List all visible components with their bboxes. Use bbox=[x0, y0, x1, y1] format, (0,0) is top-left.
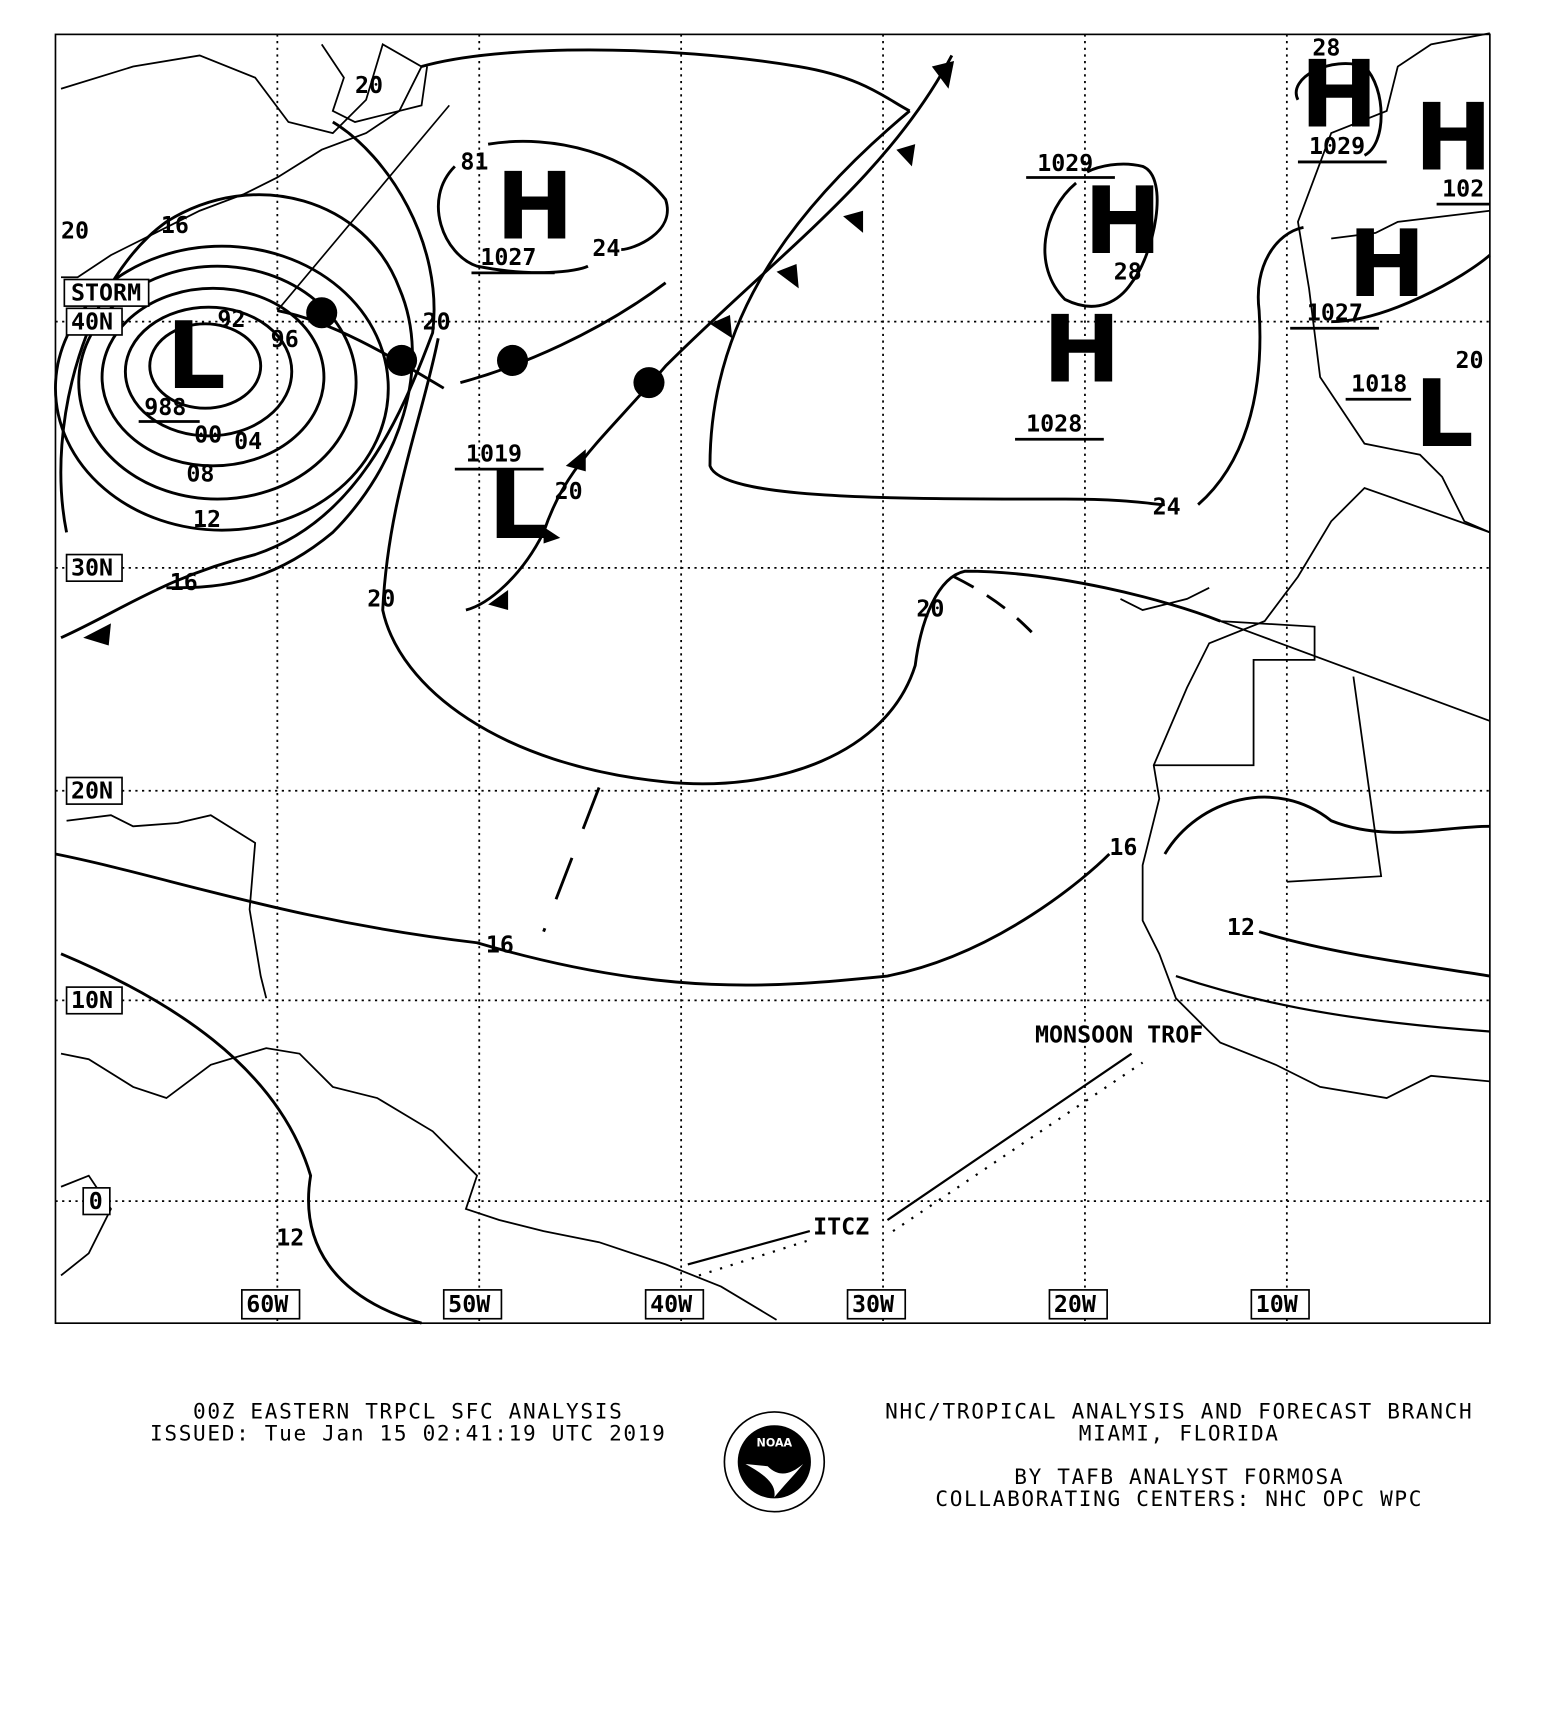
isobar-label: 20 bbox=[355, 72, 383, 99]
cold-front-triangle bbox=[709, 314, 733, 339]
warm-front-semicircle bbox=[633, 367, 665, 399]
cold-front-triangle bbox=[931, 61, 955, 89]
collaborating-centers: COLLABORATING CENTERS: NHC OPC WPC bbox=[935, 1486, 1423, 1511]
high-center: H bbox=[1414, 84, 1492, 192]
isobar-label: 20 bbox=[1455, 347, 1483, 374]
lat-labels: 40N 30N 20N 10N 0 bbox=[65, 307, 123, 1216]
lon-label-60w: 60W bbox=[246, 1291, 289, 1318]
fronts bbox=[83, 54, 1490, 1277]
itcz-label: ITCZ bbox=[813, 1213, 869, 1240]
pressure-centers: L 988 STORM H 1027 L 1019 H 1029 H 1028 … bbox=[63, 40, 1492, 560]
pressure-value: 1027 bbox=[1307, 300, 1363, 327]
pressure-value: 1029 bbox=[1309, 133, 1365, 160]
high-center: H bbox=[1348, 210, 1426, 318]
cold-front-triangle bbox=[543, 526, 561, 544]
lon-label-40w: 40W bbox=[650, 1291, 693, 1318]
lon-label-10w: 10W bbox=[1256, 1291, 1299, 1318]
product-title: 00Z EASTERN TRPCL SFC ANALYSIS bbox=[193, 1399, 623, 1424]
isobar-label: 20 bbox=[367, 586, 395, 613]
isobars bbox=[54, 48, 1491, 1325]
isobar-label: 12 bbox=[193, 506, 221, 533]
isobar-label: 28 bbox=[1114, 258, 1142, 285]
isobar-label: 16 bbox=[1109, 834, 1137, 861]
cold-front-triangle bbox=[565, 449, 586, 472]
isobar-label: 96 bbox=[271, 326, 299, 353]
cold-front-triangle bbox=[776, 263, 799, 289]
cold-front-triangle bbox=[488, 590, 509, 611]
pressure-value: 1018 bbox=[1351, 371, 1407, 398]
agency-location: MIAMI, FLORIDA bbox=[1079, 1421, 1280, 1446]
storm-label: STORM bbox=[71, 280, 141, 307]
cold-front-triangle bbox=[896, 144, 916, 167]
isobar-label: 92 bbox=[217, 306, 245, 333]
high-center: H bbox=[496, 152, 574, 260]
low-center: L bbox=[1414, 360, 1473, 468]
noaa-logo-text: NOAA bbox=[757, 1436, 793, 1449]
footer: 00Z EASTERN TRPCL SFC ANALYSIS ISSUED: T… bbox=[150, 1399, 1473, 1513]
pressure-value: 1029 bbox=[1037, 150, 1093, 177]
monsoon-trough-label: MONSOON TROF bbox=[1035, 1022, 1203, 1049]
pressure-value: 1019 bbox=[466, 440, 522, 467]
coastlines bbox=[60, 32, 1491, 1321]
isobar-label: 00 bbox=[194, 422, 222, 449]
isobar-labels: 20 81 16 92 96 20 24 00 04 08 12 16 20 2… bbox=[61, 34, 1484, 1251]
pressure-value: 988 bbox=[144, 394, 186, 421]
isobar-label: 20 bbox=[916, 596, 944, 623]
isobar-label: 16 bbox=[486, 932, 514, 959]
issued-time: ISSUED: Tue Jan 15 02:41:19 UTC 2019 bbox=[150, 1421, 666, 1446]
isobar-label: 08 bbox=[186, 460, 214, 487]
lon-labels: 60W 50W 40W 30W 20W 10W bbox=[241, 1289, 1310, 1320]
lon-label-30w: 30W bbox=[852, 1291, 895, 1318]
isobar-label: 12 bbox=[1227, 914, 1255, 941]
isobar-label: 20 bbox=[423, 308, 451, 335]
cold-front-triangle bbox=[83, 623, 111, 646]
pressure-value: 1028 bbox=[1026, 410, 1082, 437]
agency-name: NHC/TROPICAL ANALYSIS AND FORECAST BRANC… bbox=[885, 1399, 1473, 1424]
lat-lon-grid bbox=[55, 34, 1490, 1324]
isobar-label: 24 bbox=[1153, 494, 1181, 521]
isobar-label: 28 bbox=[1312, 34, 1340, 61]
lon-label-20w: 20W bbox=[1054, 1291, 1097, 1318]
isobar-label: 12 bbox=[276, 1225, 304, 1252]
isobar-label: 16 bbox=[170, 569, 198, 596]
isobar-label: 24 bbox=[592, 235, 620, 262]
analyst-credit: BY TAFB ANALYST FORMOSA bbox=[1014, 1464, 1344, 1489]
lat-label-0: 0 bbox=[89, 1188, 103, 1215]
map-frame bbox=[54, 33, 1491, 1325]
warm-front-semicircle bbox=[306, 297, 338, 329]
isobar-label: 20 bbox=[555, 478, 583, 505]
low-center: L bbox=[166, 302, 225, 410]
noaa-logo-icon: NOAA bbox=[723, 1411, 826, 1513]
pressure-value: 102 bbox=[1442, 175, 1484, 202]
pressure-value: 1027 bbox=[480, 244, 536, 271]
isobar-label: 04 bbox=[234, 428, 262, 455]
high-center: H bbox=[1300, 40, 1378, 148]
isobar-label: 20 bbox=[61, 217, 89, 244]
lat-label-20n: 20N bbox=[71, 778, 113, 805]
high-center: H bbox=[1043, 296, 1121, 404]
isobar-label: 16 bbox=[161, 212, 189, 239]
lon-label-50w: 50W bbox=[448, 1291, 491, 1318]
high-center: H bbox=[1084, 167, 1162, 275]
warm-front-semicircle bbox=[386, 344, 418, 376]
warm-front-semicircle bbox=[496, 344, 529, 376]
lat-label-40n: 40N bbox=[71, 308, 113, 335]
lat-label-30n: 30N bbox=[71, 555, 113, 582]
cold-front-triangle bbox=[843, 210, 864, 233]
isobar-label: 81 bbox=[460, 149, 488, 176]
lat-label-10n: 10N bbox=[71, 987, 113, 1014]
